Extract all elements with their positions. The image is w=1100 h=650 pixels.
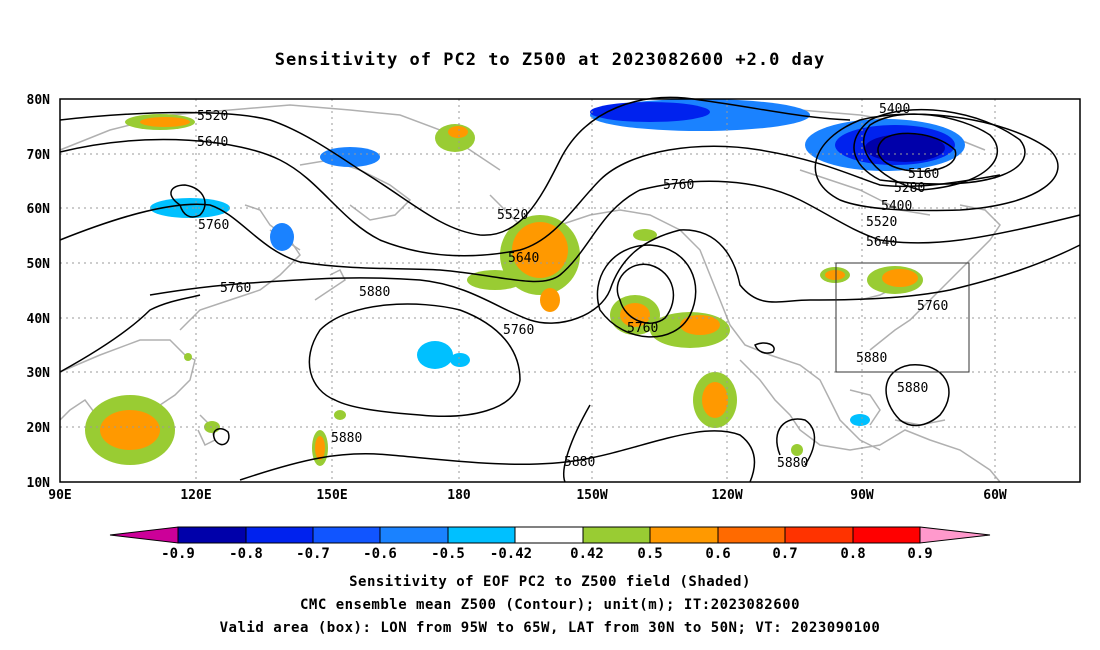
contour-label: 5760 (198, 218, 229, 233)
contour-labels: 5520 5640 5760 5520 5640 5760 5880 5760 … (197, 102, 948, 471)
colorbar-swatch (852, 526, 921, 544)
colorbar-label: 0.42 (570, 546, 604, 562)
colorbar-label: 0.5 (637, 546, 662, 562)
lat-label: 70N (27, 148, 51, 163)
lat-label: 80N (27, 93, 51, 108)
lon-label: 60W (983, 488, 1007, 503)
contour-label: 5640 (197, 135, 228, 150)
lon-label: 150W (576, 488, 607, 503)
caption-line-3: Valid area (box): LON from 95W to 65W, L… (219, 620, 881, 636)
colorbar-swatch (649, 526, 719, 544)
contour-label: 5160 (908, 167, 939, 182)
z500-contours (59, 96, 1081, 483)
lat-axis: 80N 70N 60N 50N 40N 30N 20N 10N (27, 93, 51, 491)
lat-label: 10N (27, 476, 51, 491)
plot-frame (59, 98, 1081, 483)
colorbar-right-triangle (919, 526, 991, 544)
colorbar-label: 0.6 (705, 546, 730, 562)
colorbar-label: -0.6 (363, 546, 397, 562)
contour-label: 5760 (663, 178, 694, 193)
caption-line-2: CMC ensemble mean Z500 (Contour); unit(m… (299, 597, 800, 613)
valid-area-box (835, 262, 970, 373)
contour-label: 5400 (881, 199, 912, 214)
contour-label: 5880 (564, 455, 595, 470)
lon-label: 90E (48, 488, 71, 503)
colorbar-label: -0.5 (431, 546, 465, 562)
colorbar-swatch (245, 526, 314, 544)
colorbar-label: -0.7 (296, 546, 330, 562)
gridlines (60, 99, 1080, 482)
contour-label: 5880 (359, 285, 390, 300)
lon-label: 150E (316, 488, 347, 503)
map-title: Sensitivity of PC2 to Z500 at 2023082600… (274, 50, 826, 70)
contour-label: 5760 (627, 321, 658, 336)
lat-label: 60N (27, 202, 51, 217)
colorbar: -0.9 -0.8 -0.7 -0.6 -0.5 -0.42 0.42 0.5 … (109, 526, 991, 562)
colorbar-swatch (447, 526, 516, 544)
contour-label: 5400 (879, 102, 910, 117)
contour-label: 5280 (894, 181, 925, 196)
contour-label: 5520 (497, 208, 528, 223)
contour-label: 5640 (508, 251, 539, 266)
lon-label: 180 (447, 488, 471, 503)
contour-label: 5880 (856, 351, 887, 366)
lat-label: 30N (27, 366, 51, 381)
colorbar-label: -0.42 (490, 546, 532, 562)
contour-label: 5520 (866, 215, 897, 230)
colorbar-swatch (177, 526, 247, 544)
colorbar-label: -0.9 (161, 546, 195, 562)
contour-label: 5760 (503, 323, 534, 338)
colorbar-swatch (379, 526, 449, 544)
contour-label: 5520 (197, 109, 228, 124)
colorbar-swatch (717, 526, 786, 544)
contour-label: 5760 (917, 299, 948, 314)
lon-label: 120W (711, 488, 742, 503)
colorbar-swatch (784, 526, 854, 544)
contour-label: 5640 (866, 235, 897, 250)
contour-label: 5880 (897, 381, 928, 396)
contour-label: 5760 (220, 281, 251, 296)
lon-axis: 90E 120E 150E 180 150W 120W 90W 60W (48, 488, 1007, 503)
colorbar-swatch (514, 526, 584, 544)
lat-label: 40N (27, 312, 51, 327)
lon-label: 90W (850, 488, 874, 503)
colorbar-swatch (312, 526, 381, 544)
colorbar-label: 0.7 (772, 546, 797, 562)
colorbar-label: 0.8 (840, 546, 865, 562)
lat-label: 20N (27, 421, 51, 436)
colorbar-swatch (582, 526, 651, 544)
lon-label: 120E (180, 488, 211, 503)
colorbar-label: 0.9 (907, 546, 932, 562)
contour-label: 5880 (777, 456, 808, 471)
contour-label: 5880 (331, 431, 362, 446)
caption-line-1: Sensitivity of EOF PC2 to Z500 field (Sh… (349, 574, 751, 590)
lat-label: 50N (27, 257, 51, 272)
colorbar-label: -0.8 (229, 546, 263, 562)
colorbar-left-triangle (109, 526, 179, 544)
